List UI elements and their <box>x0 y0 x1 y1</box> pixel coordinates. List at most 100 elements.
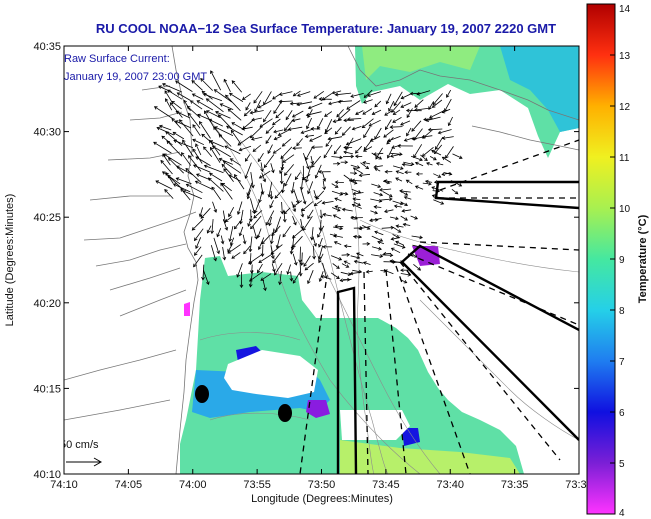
current-vector-head <box>353 180 358 185</box>
current-vector <box>306 117 312 129</box>
current-vector <box>386 93 392 104</box>
current-vector <box>400 215 408 221</box>
current-vector <box>272 252 281 264</box>
current-vector-head <box>265 221 270 226</box>
current-vector-head <box>306 165 310 170</box>
current-vector-head <box>374 210 379 215</box>
current-vector <box>166 140 183 157</box>
current-vector-head <box>253 214 257 219</box>
current-vector <box>396 170 404 175</box>
current-vector-head <box>365 165 370 170</box>
current-vector <box>381 227 394 229</box>
current-vector-head <box>379 187 383 192</box>
current-vector <box>208 119 223 127</box>
annotation-line-2: January 19, 2007 23:00 GMT <box>64 71 207 83</box>
current-vector <box>422 146 434 157</box>
current-vector-head <box>217 114 222 118</box>
current-vector-head <box>384 126 389 131</box>
current-vector <box>383 252 392 255</box>
current-vector-head <box>248 248 253 253</box>
current-vector <box>414 99 424 108</box>
current-vector <box>209 172 223 182</box>
current-vector <box>250 126 262 138</box>
current-vector-head <box>336 208 341 212</box>
current-vector-head <box>270 255 275 260</box>
current-vector <box>392 226 401 233</box>
current-vector-head <box>228 174 233 178</box>
current-vector <box>215 111 231 119</box>
current-vector <box>394 205 402 208</box>
current-vector-head <box>410 162 415 166</box>
current-vector-head <box>275 244 280 249</box>
current-vector-head <box>363 100 367 104</box>
current-vector-head <box>391 109 395 113</box>
current-vector-head <box>374 167 378 172</box>
current-vector <box>364 89 373 98</box>
current-vector <box>202 264 205 280</box>
current-vector-head <box>231 80 236 84</box>
current-vector-head <box>441 109 446 114</box>
current-vector-head <box>280 155 285 160</box>
current-vector-head <box>318 259 322 264</box>
bathymetry-contours <box>199 119 579 474</box>
current-vector <box>245 162 252 179</box>
current-vector-head <box>318 278 323 283</box>
current-vector-head <box>238 232 243 237</box>
current-vector-head <box>281 143 286 147</box>
current-vector <box>432 190 440 192</box>
x-axis-label: Longitude (Degrees:Minutes) <box>251 493 393 505</box>
colorbar-tick-label: 14 <box>619 4 631 15</box>
current-vector <box>270 163 274 173</box>
current-vector <box>371 254 383 257</box>
current-vector-head <box>292 243 296 248</box>
current-vector <box>250 198 255 214</box>
colorbar-tick-label: 12 <box>619 102 631 113</box>
current-vector <box>203 93 223 102</box>
current-vector-head <box>172 131 177 136</box>
current-vector-head <box>206 281 210 286</box>
current-vector-head <box>302 200 307 205</box>
current-vector-head <box>176 165 180 169</box>
current-vector-head <box>164 90 168 94</box>
current-vector <box>346 100 361 110</box>
current-vector-head <box>197 113 201 118</box>
current-vector-head <box>358 234 362 239</box>
current-vector-head <box>333 234 338 238</box>
current-vector <box>279 270 282 285</box>
current-vector <box>199 207 203 217</box>
current-vector-head <box>407 272 412 277</box>
current-vector-head <box>417 267 421 271</box>
current-vector-head <box>369 218 373 223</box>
current-vector <box>250 270 253 287</box>
current-vector <box>172 131 185 140</box>
current-vector <box>415 162 424 167</box>
current-vector-head <box>249 218 253 223</box>
current-vector <box>315 190 325 200</box>
current-vector <box>162 153 171 166</box>
current-vector <box>275 110 285 118</box>
current-vector <box>371 183 381 188</box>
current-vector <box>265 135 272 144</box>
current-vector <box>391 247 401 254</box>
current-vector-head <box>346 252 351 257</box>
current-vector-head <box>421 134 425 139</box>
current-vector <box>442 156 452 163</box>
current-vector <box>292 235 303 248</box>
current-vector-head <box>400 260 404 265</box>
current-vector-head <box>228 238 232 243</box>
current-vector <box>363 99 373 103</box>
current-vector <box>421 135 433 138</box>
current-vector-head <box>292 204 297 208</box>
current-vector <box>442 136 454 139</box>
current-vector <box>281 201 283 214</box>
current-vector-head <box>244 175 249 179</box>
current-vector-head <box>414 104 418 108</box>
current-vector <box>299 246 301 263</box>
current-vector-head <box>161 135 165 140</box>
current-vector-head <box>437 174 442 178</box>
current-vector <box>384 110 393 116</box>
current-vector <box>352 179 362 182</box>
colorbar-ticks: 4 5 6 7 8 9 10 11 12 13 14 <box>610 3 631 519</box>
current-vector <box>257 152 264 162</box>
current-vector <box>444 98 452 112</box>
